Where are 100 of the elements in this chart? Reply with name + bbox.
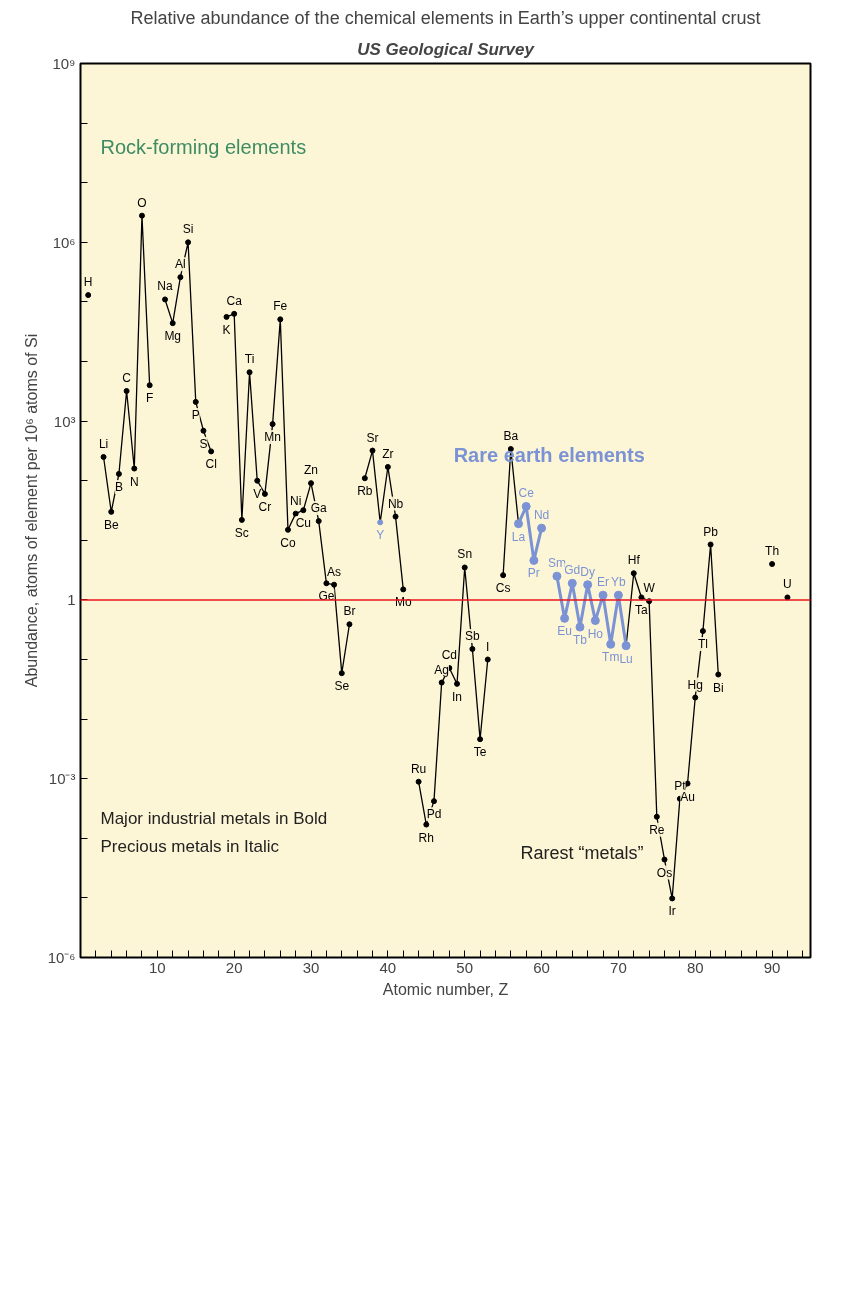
data-label: N: [129, 474, 139, 489]
data-label: Rh: [418, 830, 434, 845]
data-label: Ho: [587, 626, 604, 641]
annotation: Rock-forming elements: [100, 135, 307, 158]
x-tick-label: 80: [686, 958, 704, 976]
y-tick-label: 10⁶: [52, 233, 76, 251]
data-label: Ba: [503, 429, 519, 444]
data-label: Hf: [627, 553, 641, 568]
data-label: K: [222, 322, 231, 337]
data-label: Zr: [382, 446, 394, 461]
data-label: V: [253, 486, 262, 501]
data-label: Os: [656, 865, 673, 880]
data-label: Lu: [619, 651, 633, 666]
x-tick-label: 90: [763, 958, 781, 976]
point: [567, 578, 577, 588]
y-tick-label: 10⁻³: [48, 770, 76, 788]
data-label: Sb: [465, 629, 481, 643]
data-label: Mn: [264, 430, 281, 445]
data-label: Yb: [611, 575, 627, 590]
x-tick-label: 10: [149, 958, 166, 976]
point: [613, 590, 623, 600]
data-label: Pr: [527, 566, 540, 581]
data-label: Si: [182, 222, 194, 237]
point: [521, 501, 531, 511]
data-label: Rb: [357, 484, 373, 499]
x-axis-title: Atomic number, Z: [382, 980, 509, 998]
data-label: O: [137, 195, 147, 210]
data-label: Nd: [533, 508, 550, 523]
data-label: Sm: [547, 556, 566, 571]
y-tick-label: 10⁹: [52, 55, 76, 72]
data-label: As: [327, 564, 342, 579]
data-label: Ta: [635, 603, 649, 618]
data-label: Na: [157, 279, 174, 294]
data-label: Ce: [518, 486, 535, 501]
data-label: Ga: [310, 501, 328, 516]
data-label: Tb: [572, 633, 588, 648]
data-label: Hg: [687, 677, 703, 692]
data-label: Tm: [602, 650, 620, 665]
point: [590, 616, 600, 626]
point: [606, 639, 616, 649]
data-label: Th: [765, 544, 780, 559]
data-label: Li: [98, 436, 109, 451]
data-label: Al: [175, 257, 186, 272]
data-label: P: [191, 407, 200, 422]
data-label: Dy: [580, 564, 595, 579]
data-label: Cd: [441, 648, 458, 662]
data-label: Au: [680, 789, 695, 804]
data-label: Ag: [434, 662, 450, 677]
data-label: Y: [376, 528, 385, 543]
data-label: W: [643, 581, 656, 596]
data-label: Cr: [258, 499, 272, 514]
data-label: Er: [597, 575, 610, 590]
data-label: Eu: [557, 624, 572, 639]
data-label: Ni: [289, 493, 302, 508]
data-label: Se: [334, 679, 350, 694]
x-tick-label: 60: [533, 958, 550, 976]
x-tick-label: 30: [302, 958, 320, 976]
data-label: Fe: [273, 299, 288, 314]
annotation: Major industrial metals in Bold: [100, 808, 328, 828]
y-tick-label: 10³: [53, 412, 76, 430]
data-label: Ir: [668, 904, 676, 919]
data-label: Gd: [564, 563, 581, 578]
y-tick-label: 1: [67, 591, 76, 609]
point: [552, 571, 562, 581]
x-tick-label: 20: [225, 958, 243, 976]
data-label: Ru: [410, 761, 427, 776]
data-label: Cs: [495, 581, 511, 596]
point: [537, 523, 547, 533]
data-label: Re: [649, 822, 665, 837]
data-label: Cu: [295, 516, 312, 531]
data-label: Tl: [697, 637, 708, 652]
data-label: Cl: [205, 457, 217, 472]
data-label: Ti: [244, 352, 255, 367]
annotation: Precious metals in Italic: [100, 836, 280, 856]
data-label: Sr: [366, 430, 379, 445]
y-axis-title: Abundance, atoms of element per 10⁶ atoms of Si: [22, 333, 40, 688]
data-label: Mg: [164, 329, 182, 344]
data-label: La: [511, 529, 526, 544]
data-label: F: [145, 391, 154, 406]
x-tick-label: 50: [456, 958, 474, 976]
point: [575, 622, 585, 632]
data-label: B: [114, 479, 123, 494]
point: [598, 590, 608, 600]
data-label: Be: [103, 517, 119, 532]
data-label: Sn: [457, 547, 473, 562]
data-label: Pt: [674, 778, 687, 793]
data-label: Zn: [304, 463, 319, 478]
chart-subtitle: US Geological Survey: [357, 39, 536, 59]
chart-title: Relative abundance of the chemical elements in Earth’s upper continental crust: [130, 7, 761, 28]
data-label: Ca: [226, 293, 243, 308]
data-label: Pd: [426, 807, 442, 822]
data-label: C: [122, 370, 132, 385]
y-tick-label: 10⁻⁶: [47, 949, 76, 966]
point: [529, 555, 539, 565]
annotation: Rarest “metals”: [520, 842, 644, 863]
data-label: Br: [343, 604, 356, 619]
x-tick-label: 40: [379, 958, 397, 976]
data-label: Bi: [712, 680, 724, 695]
data-label: Sc: [234, 525, 249, 540]
data-label: Co: [280, 535, 296, 550]
